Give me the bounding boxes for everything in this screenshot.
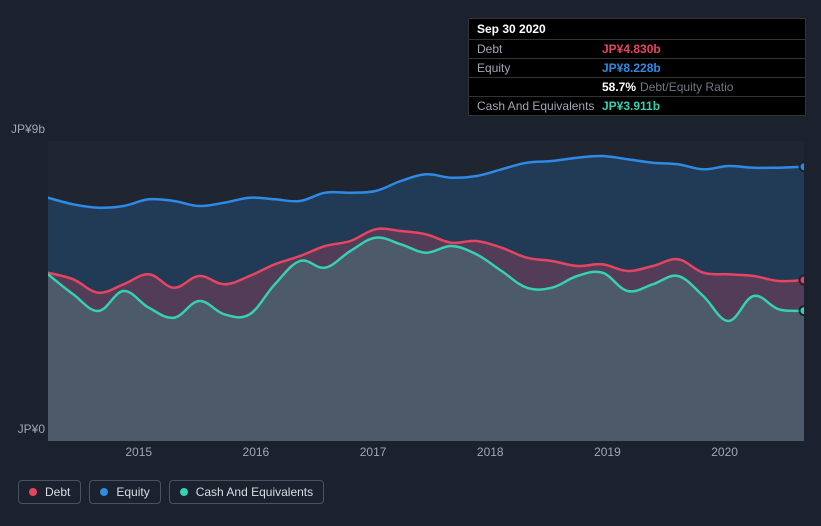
end-dot-cash: [800, 306, 805, 315]
tooltip-value: JP¥3.911b: [602, 99, 660, 113]
legend-item-debt[interactable]: Debt: [18, 480, 81, 504]
legend-label: Debt: [45, 485, 70, 499]
tooltip-label: [477, 80, 602, 94]
legend: Debt Equity Cash And Equivalents: [18, 480, 324, 504]
y-axis-bottom-label: JP¥0: [18, 422, 45, 436]
tooltip-label: Debt: [477, 42, 602, 56]
tooltip-row-equity: Equity JP¥8.228b: [469, 59, 805, 78]
end-dot-equity: [800, 162, 805, 171]
x-axis: 2015 2016 2017 2018 2019 2020: [48, 445, 804, 465]
x-axis-label: 2018: [477, 445, 504, 459]
tooltip-row-ratio: 58.7% Debt/Equity Ratio: [469, 78, 805, 97]
tooltip-value: JP¥8.228b: [602, 61, 661, 75]
tooltip-panel: Sep 30 2020 Debt JP¥4.830b Equity JP¥8.2…: [468, 18, 806, 116]
end-dot-debt: [800, 276, 805, 285]
x-axis-label: 2015: [125, 445, 152, 459]
tooltip-row-cash: Cash And Equivalents JP¥3.911b: [469, 97, 805, 115]
tooltip-value: JP¥4.830b: [602, 42, 661, 56]
legend-dot: [29, 488, 37, 496]
tooltip-date: Sep 30 2020: [469, 19, 805, 40]
x-axis-label: 2020: [711, 445, 738, 459]
legend-item-equity[interactable]: Equity: [89, 480, 160, 504]
chart-svg: [48, 141, 804, 441]
tooltip-ratio-value: 58.7%: [602, 80, 636, 94]
tooltip-row-debt: Debt JP¥4.830b: [469, 40, 805, 59]
tooltip-label: Equity: [477, 61, 602, 75]
legend-label: Cash And Equivalents: [196, 485, 313, 499]
x-axis-label: 2016: [243, 445, 270, 459]
legend-dot: [100, 488, 108, 496]
x-axis-label: 2017: [360, 445, 387, 459]
tooltip-ratio-label: Debt/Equity Ratio: [640, 80, 733, 94]
y-axis-top-label: JP¥9b: [11, 122, 45, 136]
tooltip-label: Cash And Equivalents: [477, 99, 602, 113]
legend-dot: [180, 488, 188, 496]
legend-item-cash[interactable]: Cash And Equivalents: [169, 480, 324, 504]
x-axis-label: 2019: [594, 445, 621, 459]
chart-plot-area[interactable]: [48, 141, 804, 441]
legend-label: Equity: [116, 485, 149, 499]
